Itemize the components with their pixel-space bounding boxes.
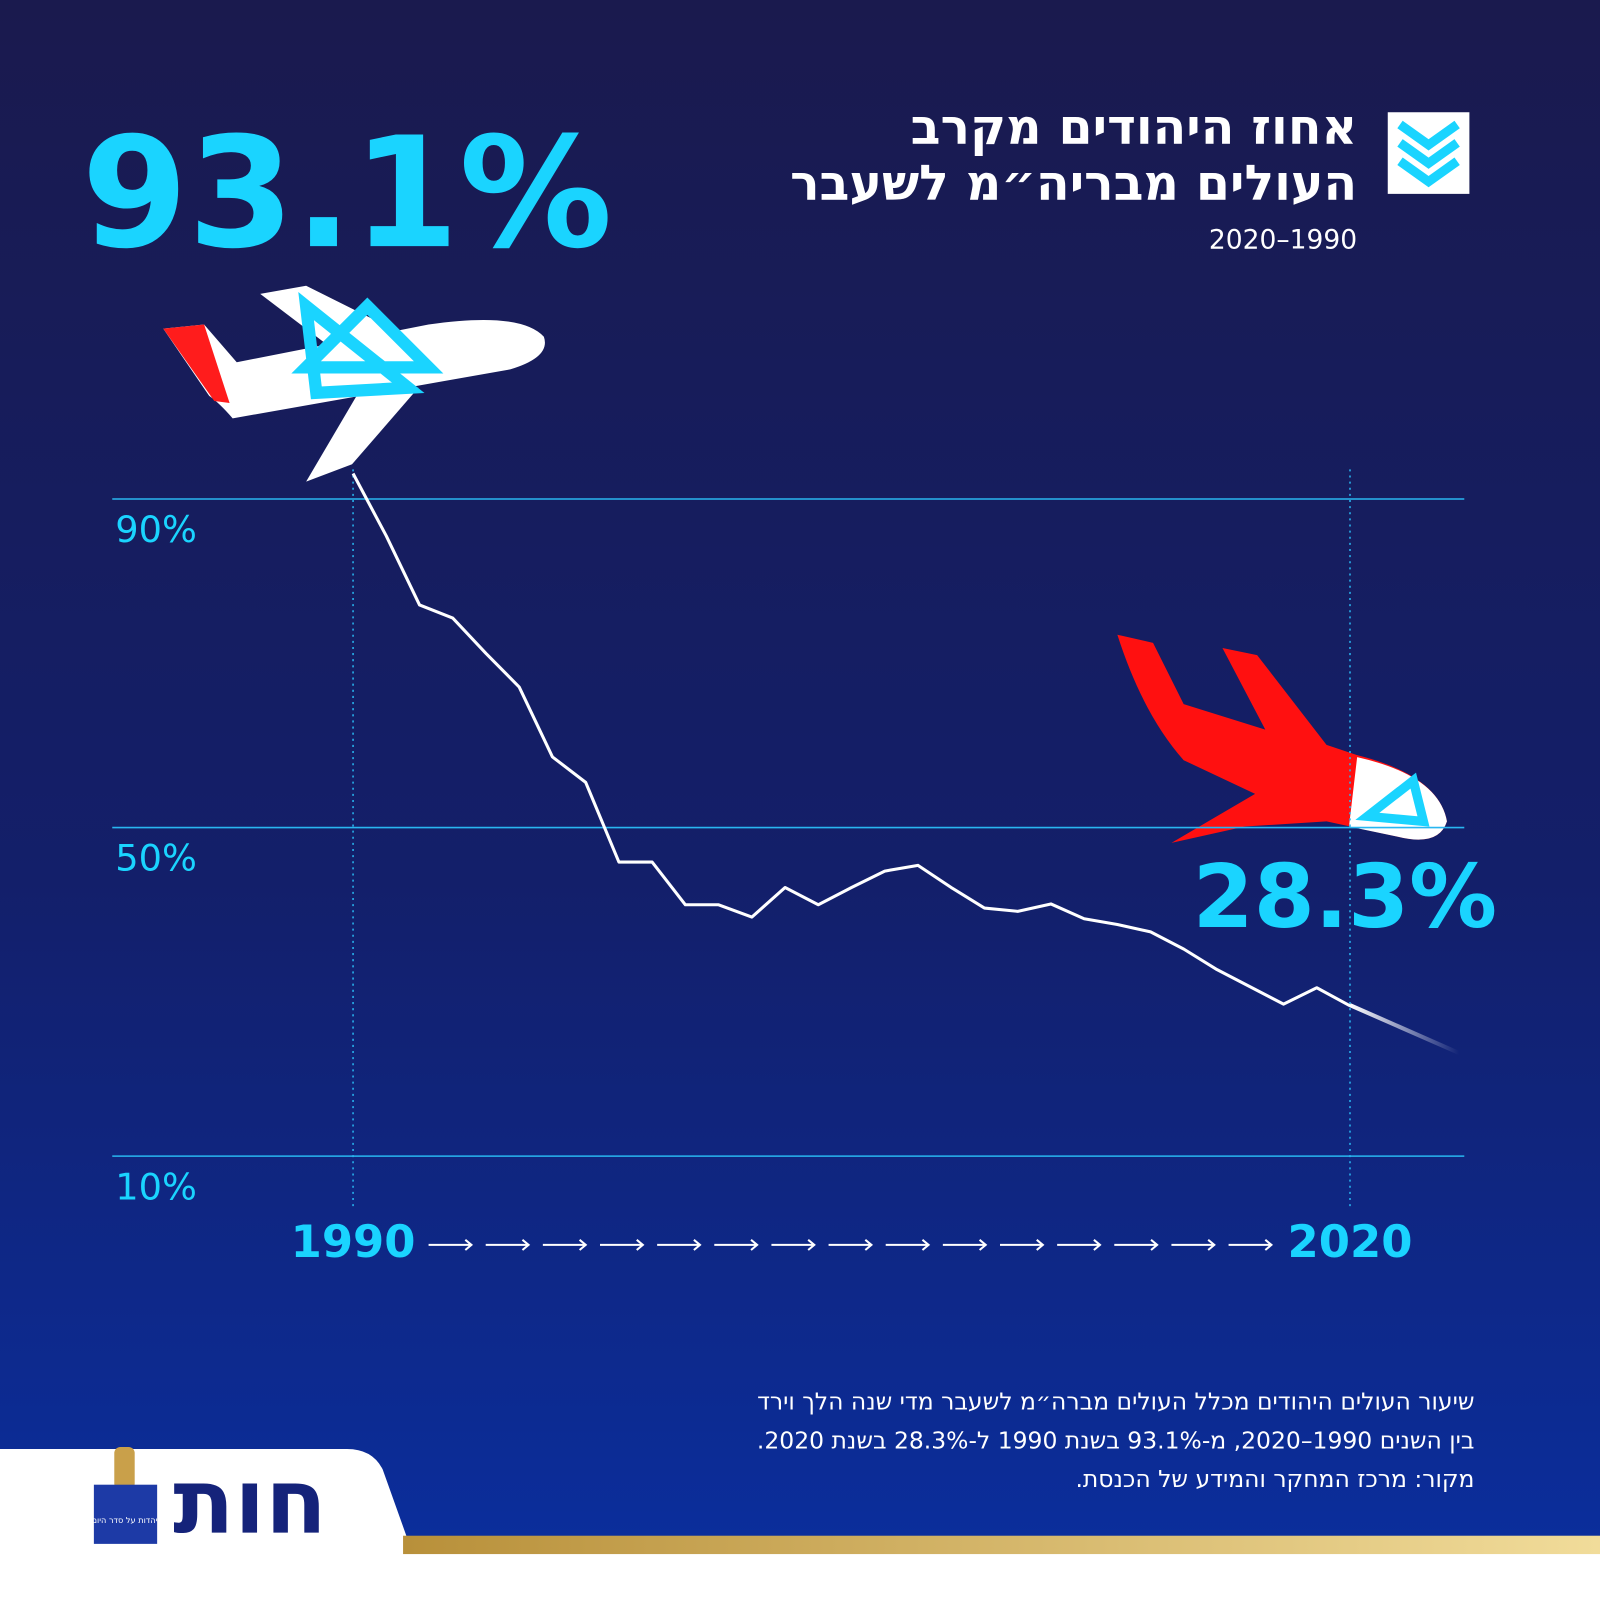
- y-tick-label: 10%: [115, 1165, 197, 1208]
- arrow-decoration: [771, 1239, 816, 1251]
- logo-text: חות: [173, 1451, 327, 1555]
- arrow-decoration: [1057, 1239, 1102, 1251]
- y-tick-label: 50%: [115, 837, 197, 880]
- arrow-decoration: [600, 1239, 645, 1251]
- footnote: בין השנים 1990–2020, מ-93.1% בשנת 1990 ל…: [757, 1426, 1475, 1454]
- value-label: 93.1%: [81, 105, 612, 283]
- arrow-decoration: [885, 1239, 931, 1251]
- logo-tagline: יהדות על סדר היום: [92, 1515, 158, 1525]
- chart-title: אחוז היהודים מקרב: [911, 99, 1357, 156]
- plane-decoration: [163, 285, 545, 482]
- arrow-decoration: [828, 1239, 874, 1251]
- chart-subtitle: 2020–1990: [1209, 224, 1357, 255]
- logo-icon: [93, 1446, 158, 1544]
- arrow-decoration: [542, 1239, 588, 1251]
- x-tick-label: 2020: [1288, 1215, 1413, 1268]
- arrow-decoration: [485, 1239, 531, 1251]
- arrow-decoration: [1171, 1239, 1216, 1251]
- arrow-decoration: [1000, 1239, 1045, 1251]
- arrow-decoration: [657, 1239, 702, 1251]
- footnote: שיעור העולים היהודים מכלל העולים מברה״מ …: [757, 1388, 1474, 1416]
- line: [351, 472, 1351, 1008]
- arrow-decoration: [428, 1239, 474, 1251]
- y-tick-label: 90%: [115, 508, 197, 551]
- footnote: מקור: מרכז המחקר והמידע של הכנסת.: [1075, 1465, 1474, 1493]
- title-icon: [1387, 112, 1470, 194]
- plot: 10% 50% 90% 1990 2020: [112, 469, 1465, 1268]
- arrow-decoration: [714, 1239, 759, 1251]
- footer-strip: [403, 1535, 1600, 1555]
- x-tick-label: 1990: [291, 1215, 416, 1268]
- value-label: 28.3%: [1193, 846, 1497, 948]
- footer-band: [0, 1448, 1600, 1600]
- arrow-decoration: [1228, 1239, 1274, 1251]
- trail-decoration: [1349, 1003, 1461, 1055]
- arrow-decoration: [942, 1239, 988, 1251]
- chart-title: העולים מבריה״מ לשעבר: [790, 155, 1357, 212]
- arrow-decoration: [1114, 1239, 1159, 1251]
- plane-decoration: [1117, 634, 1447, 843]
